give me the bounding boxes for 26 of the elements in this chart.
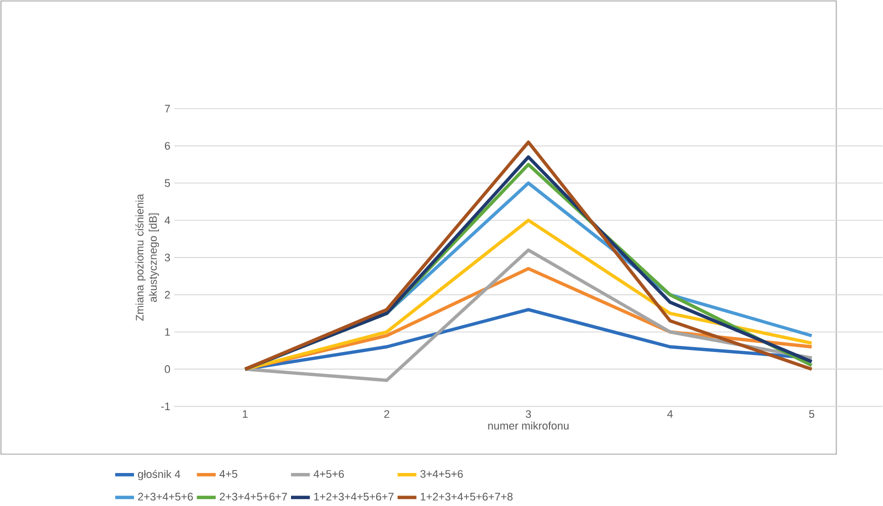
y-tick-label: 0 <box>164 365 170 374</box>
legend-label: 1+2+3+4+5+6+7+8 <box>420 492 513 501</box>
legend-label: głośnik 4 <box>138 470 180 480</box>
y-tick-label: 6 <box>164 142 170 150</box>
y-tick-label: 1 <box>165 328 170 336</box>
y-axis-title: Zmiana poziomu ciśnienia akustycznego [dB] <box>135 194 159 321</box>
line-series <box>243 218 814 371</box>
line-series <box>243 248 814 382</box>
y-tick-label: 2 <box>164 290 170 299</box>
y-tick-label: 7 <box>164 104 170 112</box>
legend-label: 2+3+4+5+6 <box>138 492 193 501</box>
x-tick-label: 1 <box>242 410 248 418</box>
y-tick-label: 3 <box>164 254 170 262</box>
x-tick-label: 3 <box>526 410 531 418</box>
x-tick-label: 5 <box>809 410 814 418</box>
x-tick-label: 2 <box>384 410 390 418</box>
legend-label: 3+4+5+6 <box>420 470 463 478</box>
y-tick-label: 4 <box>164 216 170 224</box>
legend-label: 4+5+6 <box>314 470 344 478</box>
x-tick-label: 4 <box>667 410 673 418</box>
legend-label: 2+3+4+5+6+7 <box>220 492 287 501</box>
y-tick-label: -1 <box>161 402 170 410</box>
y-tick-label: 5 <box>164 179 170 187</box>
x-axis-title: numer mikrofonu <box>488 422 569 430</box>
legend-label: 1+2+3+4+5+6+7 <box>314 492 394 501</box>
legend-label: 4+5 <box>220 470 238 478</box>
